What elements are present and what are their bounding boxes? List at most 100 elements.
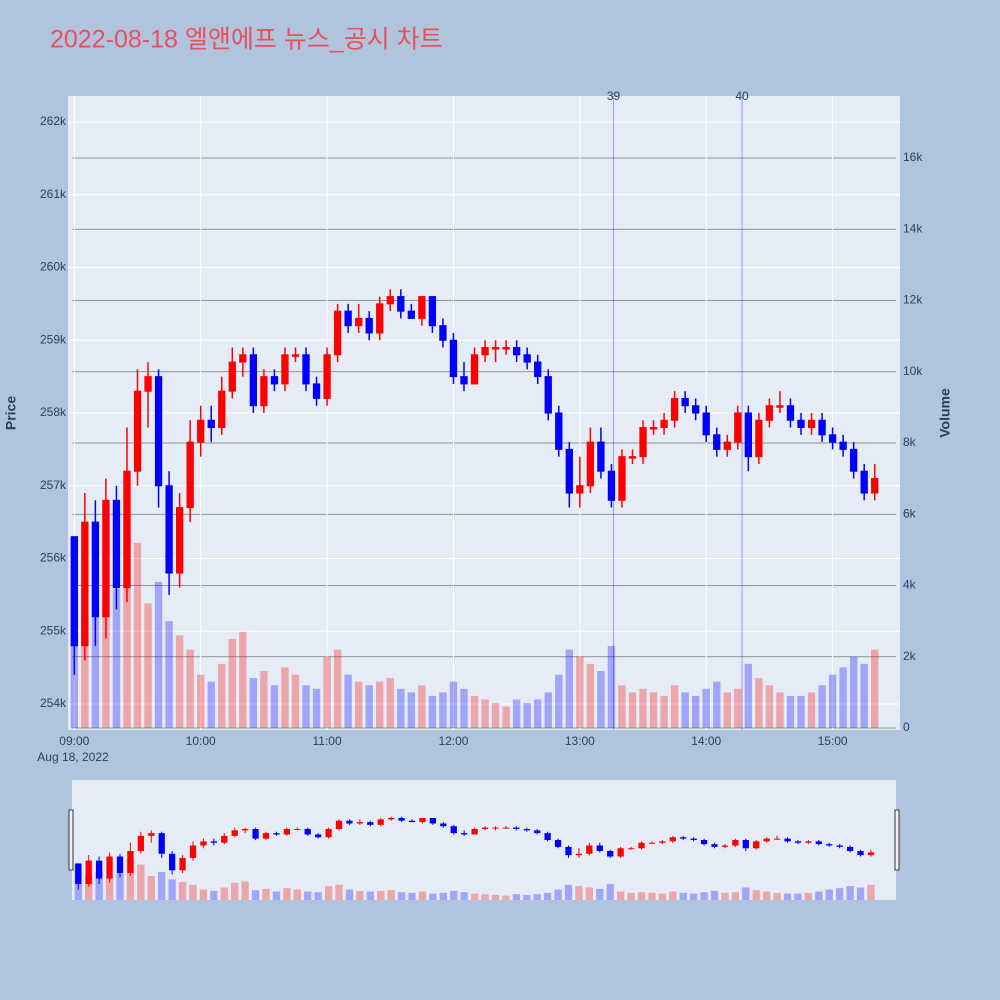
volume-bar <box>649 692 658 729</box>
candle-body <box>102 499 110 618</box>
slider-volume-bar <box>836 888 844 900</box>
slider-candle-body <box>189 845 197 858</box>
volume-bar <box>112 589 121 729</box>
slider-candle-body <box>680 837 687 839</box>
candle-body <box>597 441 605 472</box>
candle-body <box>765 405 774 421</box>
candle-body <box>260 376 268 407</box>
slider-candle-body <box>419 817 426 823</box>
range-handle[interactable] <box>68 809 74 871</box>
slider-volume-bar <box>710 890 719 900</box>
candle-body <box>649 427 658 430</box>
range-handle[interactable] <box>894 809 900 871</box>
candle-body <box>607 470 616 501</box>
candle-body <box>481 347 489 356</box>
slider-candle-body <box>638 842 645 849</box>
slider-volume-bar <box>241 881 249 900</box>
slider-volume-bar <box>783 893 792 900</box>
slider-volume-bar <box>867 884 875 900</box>
slider-candle-body <box>346 820 353 824</box>
candle-body <box>376 303 384 334</box>
slider-volume-bar <box>335 884 343 900</box>
slider-volume-bar <box>105 876 114 900</box>
y2-tick-label: 2k <box>903 649 917 663</box>
slider-volume-bar <box>272 891 281 900</box>
volume-bar <box>807 692 816 729</box>
slider-volume-bar <box>178 882 187 900</box>
volume-bar <box>344 674 352 729</box>
volume-bar <box>713 681 721 729</box>
slider-volume-bar <box>491 894 500 900</box>
candle-body <box>723 441 731 450</box>
candle-body <box>323 354 331 399</box>
x-tick-label: 14:00 <box>691 734 721 748</box>
y2-tick-label: 6k <box>903 506 917 520</box>
candle-body <box>418 296 426 319</box>
slider-candle-body <box>377 819 384 825</box>
slider-candle-body <box>471 828 478 835</box>
candle-body <box>850 448 858 472</box>
slider-candle-body <box>794 841 802 843</box>
slider-volume-bar <box>387 890 395 900</box>
slider-candle-body <box>836 845 843 847</box>
volume-bar <box>607 646 616 729</box>
candle-body <box>681 397 689 407</box>
x-tick-label: 09:00 <box>59 734 89 748</box>
candle-body <box>449 339 458 378</box>
volume-bar <box>470 695 479 729</box>
candle-body <box>175 507 184 574</box>
slider-volume-bar <box>856 887 865 900</box>
y-axis-title: Price <box>3 396 19 430</box>
candle-body <box>407 310 415 319</box>
y2-tick-label: 12k <box>903 293 923 307</box>
range-slider[interactable] <box>72 780 896 900</box>
candle-body <box>576 485 584 494</box>
volume-bar <box>154 581 163 729</box>
slider-candle-body <box>85 860 92 885</box>
slider-candle-body <box>554 840 562 847</box>
volume-bar <box>586 663 595 729</box>
slider-volume-bar <box>158 871 166 900</box>
slider-candle-body <box>784 838 791 842</box>
slider-candle-body <box>106 856 113 879</box>
slider-volume-bar <box>460 892 468 900</box>
volume-bar <box>681 692 689 729</box>
slider-candle-body <box>461 833 468 835</box>
slider-candle-body <box>586 845 593 854</box>
slider-candle-body <box>575 853 583 856</box>
slider-volume-bar <box>116 873 124 900</box>
slider-volume-bar <box>126 859 135 900</box>
slider-candle-body <box>315 834 322 838</box>
slider-volume-bar <box>742 887 750 900</box>
candle-body <box>744 412 753 458</box>
slider-volume-bar <box>304 891 312 900</box>
slider-volume-bar <box>575 886 583 900</box>
slider-volume-bar <box>533 894 541 900</box>
slider-volume-bar <box>231 882 239 900</box>
slider-candle-body <box>388 817 395 820</box>
volume-bar <box>692 695 700 729</box>
volume-bar <box>555 674 563 729</box>
slider-volume-bar <box>585 887 593 900</box>
slider-candle-body <box>210 841 217 843</box>
candle-body <box>428 296 437 327</box>
slider-candle-body <box>721 845 729 847</box>
candle-body <box>797 419 805 429</box>
candle-body <box>692 405 700 414</box>
slider-volume-bar <box>502 895 510 900</box>
slider-candle-body <box>335 820 343 829</box>
candle-body <box>312 383 321 399</box>
candle-body <box>91 521 100 618</box>
slider-candle-body <box>75 863 82 885</box>
y-tick-label: 259k <box>40 332 67 346</box>
candle-body <box>165 485 173 574</box>
candle-body <box>639 427 647 458</box>
slider-volume-bar <box>85 873 93 900</box>
candle-body <box>197 419 205 443</box>
candle-body <box>871 477 879 494</box>
slider-volume-bar <box>825 889 833 900</box>
y-tick-label: 256k <box>40 551 67 565</box>
slider-candle-body <box>523 828 530 831</box>
volume-bar <box>723 692 731 729</box>
volume-bar <box>418 685 426 729</box>
